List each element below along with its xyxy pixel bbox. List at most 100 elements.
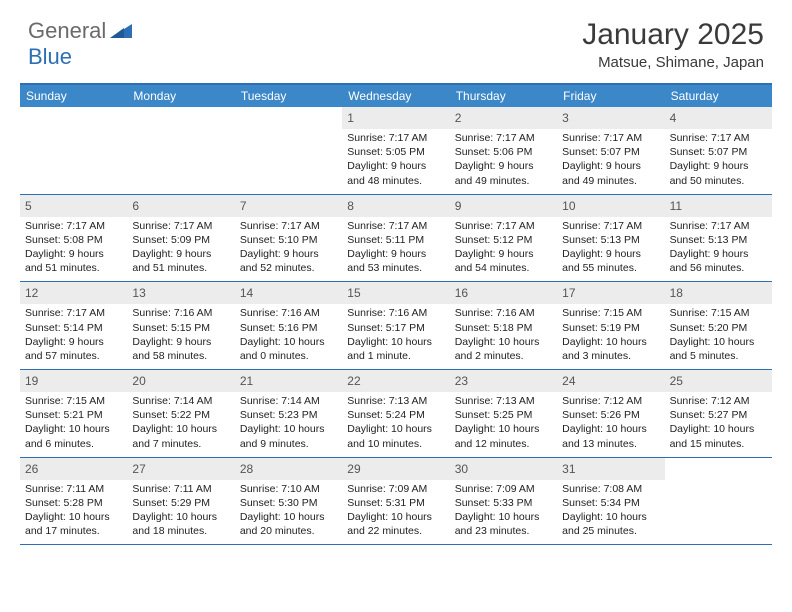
sunrise-text: Sunrise: 7:15 AM — [562, 306, 659, 320]
logo-text-blue: Blue — [28, 44, 72, 69]
day-number: 21 — [240, 374, 253, 388]
calendar-day: 24Sunrise: 7:12 AMSunset: 5:26 PMDayligh… — [557, 370, 664, 457]
sunset-text: Sunset: 5:12 PM — [455, 233, 552, 247]
sunset-text: Sunset: 5:26 PM — [562, 408, 659, 422]
daylight-text: Daylight: 10 hours and 7 minutes. — [132, 422, 229, 450]
daylight-text: Daylight: 10 hours and 12 minutes. — [455, 422, 552, 450]
calendar-day: 15Sunrise: 7:16 AMSunset: 5:17 PMDayligh… — [342, 282, 449, 369]
calendar-day: 22Sunrise: 7:13 AMSunset: 5:24 PMDayligh… — [342, 370, 449, 457]
day-number-row: 8 — [342, 195, 449, 217]
day-number-row: 29 — [342, 458, 449, 480]
daylight-text: Daylight: 9 hours and 54 minutes. — [455, 247, 552, 275]
day-number-row: 21 — [235, 370, 342, 392]
sunrise-text: Sunrise: 7:17 AM — [562, 131, 659, 145]
daylight-text: Daylight: 9 hours and 51 minutes. — [132, 247, 229, 275]
sunset-text: Sunset: 5:19 PM — [562, 321, 659, 335]
calendar-day: 23Sunrise: 7:13 AMSunset: 5:25 PMDayligh… — [450, 370, 557, 457]
calendar-day: 4Sunrise: 7:17 AMSunset: 5:07 PMDaylight… — [665, 107, 772, 194]
sunset-text: Sunset: 5:13 PM — [562, 233, 659, 247]
day-number-row: 15 — [342, 282, 449, 304]
sunset-text: Sunset: 5:08 PM — [25, 233, 122, 247]
sunrise-text: Sunrise: 7:08 AM — [562, 482, 659, 496]
calendar-week: 12Sunrise: 7:17 AMSunset: 5:14 PMDayligh… — [20, 282, 772, 370]
sunrise-text: Sunrise: 7:17 AM — [132, 219, 229, 233]
sunrise-text: Sunrise: 7:10 AM — [240, 482, 337, 496]
day-number-row: 16 — [450, 282, 557, 304]
sunrise-text: Sunrise: 7:17 AM — [455, 131, 552, 145]
sunrise-text: Sunrise: 7:11 AM — [25, 482, 122, 496]
day-number: 1 — [347, 111, 354, 125]
daylight-text: Daylight: 10 hours and 15 minutes. — [670, 422, 767, 450]
calendar-day — [665, 458, 772, 545]
calendar-week: 19 Sunrise: 7:15 AMSunset: 5:21 PM Dayligh… — [20, 370, 772, 458]
sunrise-text: Sunrise: 7:17 AM — [347, 219, 444, 233]
dow-wednesday: Wednesday — [342, 85, 449, 107]
day-number-row: 27 — [127, 458, 234, 480]
day-number-row: 25 — [665, 370, 772, 392]
day-of-week-header: Sunday Monday Tuesday Wednesday Thursday… — [20, 85, 772, 107]
dow-monday: Monday — [127, 85, 234, 107]
sunset-text: Sunset: 5:13 PM — [670, 233, 767, 247]
sunset-text: Sunset: 5:07 PM — [562, 145, 659, 159]
sunrise-text: Sunrise: 7:16 AM — [240, 306, 337, 320]
daylight-text: Daylight: 10 hours and 2 minutes. — [455, 335, 552, 363]
day-number-row: 13 — [127, 282, 234, 304]
sunrise-text: Sunrise: 7:17 AM — [670, 219, 767, 233]
calendar-day: 8Sunrise: 7:17 AMSunset: 5:11 PMDaylight… — [342, 195, 449, 282]
day-number-row: 11 — [665, 195, 772, 217]
daylight-text: Daylight: 10 hours and 22 minutes. — [347, 510, 444, 538]
calendar-day: 18Sunrise: 7:15 AMSunset: 5:20 PMDayligh… — [665, 282, 772, 369]
day-number-row: 24 — [557, 370, 664, 392]
calendar: Sunday Monday Tuesday Wednesday Thursday… — [20, 83, 772, 545]
calendar-day: 19Sunrise: 7:15 AMSunset: 5:21 PMDayligh… — [20, 370, 127, 457]
sunrise-text: Sunrise: 7:17 AM — [347, 131, 444, 145]
day-number: 17 — [562, 286, 575, 300]
calendar-day — [20, 107, 127, 194]
day-number: 19 — [25, 374, 38, 388]
calendar-day: 3 Sunrise: 7:17 AMSunset: 5:07 PMDaylight… — [557, 107, 664, 194]
day-number: 12 — [25, 286, 38, 300]
calendar-day: 21Sunrise: 7:14 AMSunset: 5:23 PMDayligh… — [235, 370, 342, 457]
calendar-day: 31Sunrise: 7:08 AMSunset: 5:34 PMDayligh… — [557, 458, 664, 545]
calendar-day: 30Sunrise: 7:09 AMSunset: 5:33 PMDayligh… — [450, 458, 557, 545]
sunrise-text: Sunrise: 7:12 AM — [562, 394, 659, 408]
day-number-row: 18 — [665, 282, 772, 304]
daylight-text: Daylight: 10 hours and 23 minutes. — [455, 510, 552, 538]
day-number-row: 28 — [235, 458, 342, 480]
sunset-text: Sunset: 5:24 PM — [347, 408, 444, 422]
sunset-text: Sunset: 5:22 PM — [132, 408, 229, 422]
sunset-text: Sunset: 5:11 PM — [347, 233, 444, 247]
day-number: 13 — [132, 286, 145, 300]
day-number-row: 23 — [450, 370, 557, 392]
sunset-text: Sunset: 5:20 PM — [670, 321, 767, 335]
calendar-week: 1Sunrise: 7:17 AMSunset: 5:05 PMDaylight… — [20, 107, 772, 195]
calendar-day: 28Sunrise: 7:10 AMSunset: 5:30 PMDayligh… — [235, 458, 342, 545]
sunrise-text: Sunrise: 7:15 AM — [25, 394, 122, 408]
day-number: 2 — [455, 111, 462, 125]
sunrise-text: Sunrise: 7:09 AM — [455, 482, 552, 496]
day-number-row: 20 — [127, 370, 234, 392]
location-label: Matsue, Shimane, Japan — [582, 54, 764, 71]
day-number-row: 3 — [557, 107, 664, 129]
daylight-text: Daylight: 9 hours and 55 minutes. — [562, 247, 659, 275]
calendar-day: 13Sunrise: 7:16 AMSunset: 5:15 PMDayligh… — [127, 282, 234, 369]
calendar-day: 27Sunrise: 7:11 AMSunset: 5:29 PMDayligh… — [127, 458, 234, 545]
daylight-text: Daylight: 10 hours and 25 minutes. — [562, 510, 659, 538]
day-number: 25 — [670, 374, 683, 388]
day-number: 3 — [562, 111, 569, 125]
day-number-row: 2 — [450, 107, 557, 129]
daylight-text: Daylight: 9 hours and 52 minutes. — [240, 247, 337, 275]
day-number: 27 — [132, 462, 145, 476]
sunrise-text: Sunrise: 7:17 AM — [670, 131, 767, 145]
day-number: 29 — [347, 462, 360, 476]
daylight-text: Daylight: 10 hours and 3 minutes. — [562, 335, 659, 363]
day-number-row: 14 — [235, 282, 342, 304]
day-number: 5 — [25, 199, 32, 213]
day-number-row: 4 — [665, 107, 772, 129]
day-number: 6 — [132, 199, 139, 213]
sunset-text: Sunset: 5:34 PM — [562, 496, 659, 510]
day-number-row: 17 — [557, 282, 664, 304]
daylight-text: Daylight: 9 hours and 49 minutes. — [562, 159, 659, 187]
sunrise-text: Sunrise: 7:17 AM — [240, 219, 337, 233]
sunset-text: Sunset: 5:21 PM — [25, 408, 122, 422]
